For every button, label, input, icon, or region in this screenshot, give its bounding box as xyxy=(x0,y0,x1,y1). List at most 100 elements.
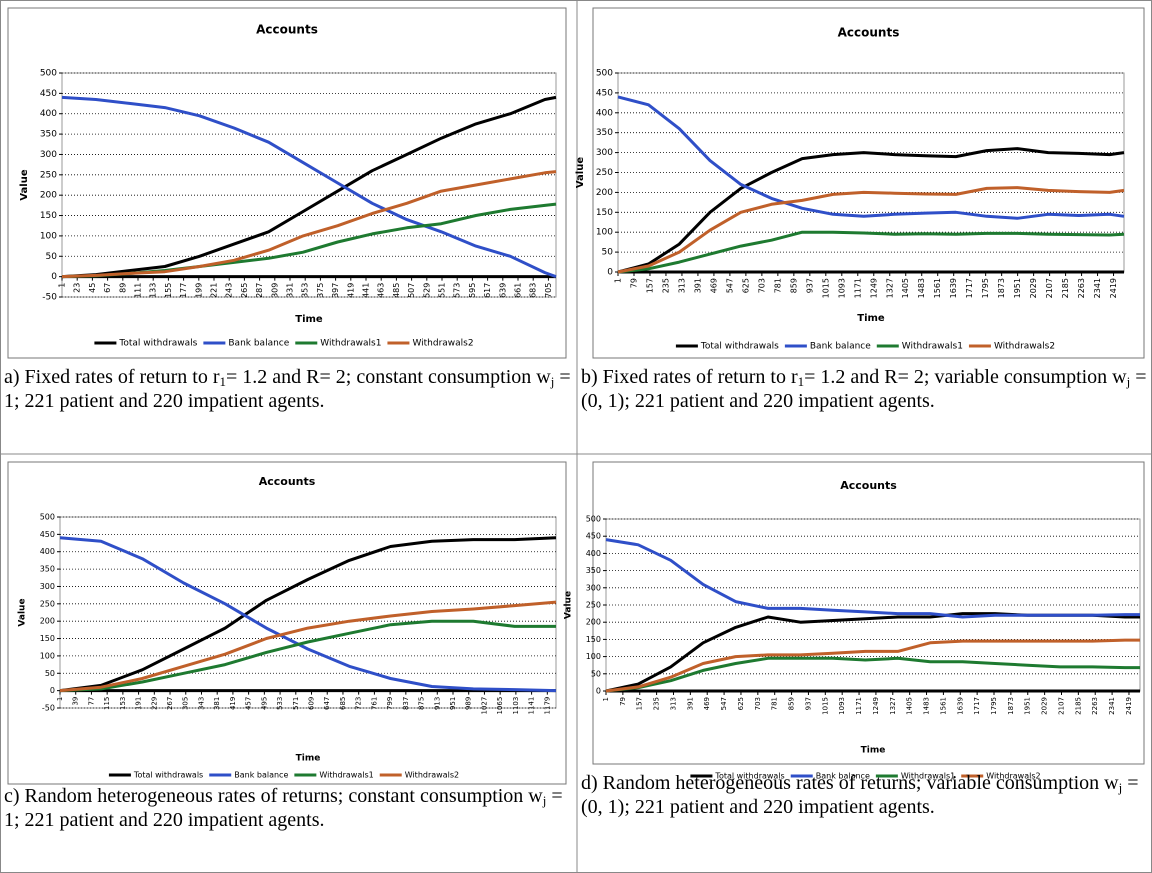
x-tick-label: 703 xyxy=(754,697,762,710)
legend-label: Withdrawals2 xyxy=(986,772,1040,781)
x-tick-label: 89 xyxy=(118,283,127,293)
x-tick-label: 989 xyxy=(465,697,473,710)
x-tick-label: 1093 xyxy=(838,697,846,715)
x-axis-label: Time xyxy=(861,746,886,756)
x-tick-label: 2263 xyxy=(1077,278,1086,298)
x-tick-label: 157 xyxy=(645,278,654,293)
legend-label: Bank balance xyxy=(228,339,289,349)
series-line xyxy=(617,230,1125,274)
caption-text: b) Fixed rates of return to r xyxy=(581,366,798,388)
x-tick-label: 221 xyxy=(210,283,219,298)
y-tick-label: 300 xyxy=(40,582,55,591)
y-tick-label: 200 xyxy=(40,191,57,201)
x-tick-label: 781 xyxy=(773,278,782,293)
x-tick-label: 153 xyxy=(119,697,127,710)
x-tick-label: 419 xyxy=(229,697,237,710)
y-tick-label: 50 xyxy=(46,252,58,262)
legend-label: Withdrawals2 xyxy=(412,339,473,349)
legend-label: Bank balance xyxy=(234,771,288,780)
x-tick-label: 2029 xyxy=(1029,278,1038,298)
chart-frame xyxy=(7,7,567,359)
x-tick-label: 265 xyxy=(240,283,249,298)
x-tick-label: 331 xyxy=(286,283,295,298)
x-tick-label: 115 xyxy=(103,697,111,710)
chart: Accounts Value Time 0 50 100 150 200 250 300 350 40… xyxy=(575,7,1145,359)
x-tick-label: 177 xyxy=(179,283,188,298)
x-tick-label: 1 xyxy=(58,283,67,288)
x-tick-label: 639 xyxy=(498,283,507,298)
x-tick-label: 859 xyxy=(789,278,798,293)
x-tick-label: 937 xyxy=(804,697,812,710)
x-tick-label: 199 xyxy=(194,283,203,298)
x-tick-label: 1249 xyxy=(872,697,880,715)
x-tick-label: 23 xyxy=(73,283,82,293)
x-tick-label: 391 xyxy=(693,278,702,293)
x-tick-label: 397 xyxy=(331,283,340,298)
x-tick-label: 235 xyxy=(661,278,670,293)
x-tick-label: 507 xyxy=(407,283,416,298)
x-tick-label: 2419 xyxy=(1125,697,1133,715)
legend-label: Withdrawals1 xyxy=(902,342,963,352)
y-tick-label: 200 xyxy=(586,618,601,627)
x-tick-label: 313 xyxy=(677,278,686,293)
caption: a) Fixed rates of return to r1= 1.2 and … xyxy=(4,365,576,413)
x-tick-label: 661 xyxy=(514,283,523,298)
y-tick-label: 500 xyxy=(40,513,55,522)
y-tick-label: 450 xyxy=(40,530,55,539)
series-line xyxy=(605,538,1140,619)
y-tick-label: 150 xyxy=(40,211,57,221)
legend-label: Total withdrawals xyxy=(133,771,203,780)
x-tick-label: 1561 xyxy=(933,278,942,298)
caption-text: = 1; 221 patient and 220 impatient agent… xyxy=(4,785,563,831)
x-tick-label: 551 xyxy=(438,283,447,298)
x-tick-label: 617 xyxy=(483,283,492,298)
caption-text: = 1; 221 patient and 220 impatient agent… xyxy=(4,366,571,412)
chart-title: Accounts xyxy=(840,479,897,492)
x-tick-label: 79 xyxy=(619,697,627,706)
y-tick-label: 100 xyxy=(40,231,57,241)
x-tick-label: 133 xyxy=(149,283,158,298)
x-tick-label: 799 xyxy=(386,697,394,710)
x-tick-label: 1 xyxy=(56,697,64,701)
y-tick-label: 500 xyxy=(40,69,57,79)
y-tick-label: 50 xyxy=(591,669,601,678)
x-tick-label: 309 xyxy=(270,283,279,298)
x-tick-label: 547 xyxy=(725,278,734,293)
legend-label: Withdrawals1 xyxy=(320,339,381,349)
caption: b) Fixed rates of return to r1= 1.2 and … xyxy=(581,365,1151,413)
x-tick-label: 529 xyxy=(422,283,431,298)
x-tick-label: 1 xyxy=(602,697,610,701)
chart-title: Accounts xyxy=(259,475,316,488)
x-tick-label: 2263 xyxy=(1091,697,1099,715)
x-tick-label: 533 xyxy=(276,697,284,710)
y-tick-label: 0 xyxy=(51,272,57,282)
legend-label: Withdrawals2 xyxy=(994,342,1055,352)
caption-subscript: j xyxy=(542,793,547,808)
y-tick-label: 100 xyxy=(586,652,601,661)
caption-subscript: j xyxy=(1126,374,1131,389)
y-tick-label: 150 xyxy=(40,634,55,643)
legend: Total withdrawals Bank balance Withdrawals… xyxy=(94,339,474,349)
y-tick-label: 150 xyxy=(596,208,613,218)
x-tick-label: 243 xyxy=(225,283,234,298)
x-axis-label: Time xyxy=(296,754,321,764)
x-tick-label: 1141 xyxy=(528,697,536,715)
x-tick-label: 495 xyxy=(260,697,268,710)
series-line xyxy=(61,170,557,279)
series-line xyxy=(617,95,1125,220)
x-tick-label: 235 xyxy=(653,697,661,710)
caption-text: d) Random heterogeneous rates of returns… xyxy=(581,772,1119,794)
x-tick-label: 313 xyxy=(669,697,677,710)
y-tick-label: 300 xyxy=(596,148,613,158)
series-line xyxy=(61,95,557,279)
x-tick-label: 1951 xyxy=(1024,697,1032,715)
series-line xyxy=(605,656,1140,693)
x-tick-label: 1639 xyxy=(956,697,964,715)
x-tick-label: 463 xyxy=(377,283,386,298)
x-tick-label: 77 xyxy=(87,697,95,706)
caption-text: = 1.2 and R= 2; variable consumption w xyxy=(804,366,1127,388)
x-tick-label: 625 xyxy=(741,278,750,293)
x-tick-label: 2185 xyxy=(1074,697,1082,715)
x-tick-label: 441 xyxy=(362,283,371,298)
caption-text: = 1.2 and R= 2; constant consumption w xyxy=(225,366,551,388)
